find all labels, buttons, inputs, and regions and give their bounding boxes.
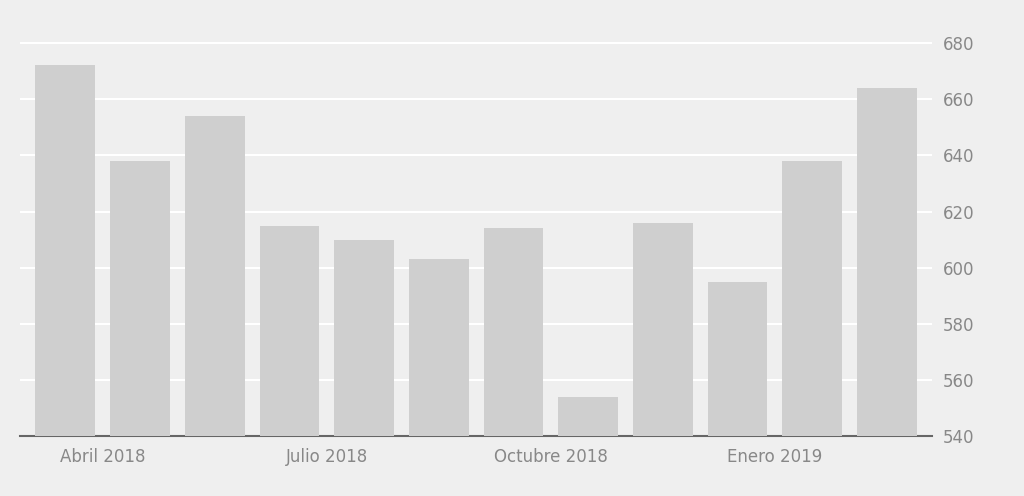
Bar	[483, 229, 544, 496]
Bar	[334, 240, 394, 496]
Bar	[633, 223, 693, 496]
Bar	[708, 282, 768, 496]
Bar	[857, 88, 916, 496]
Bar	[782, 161, 842, 496]
Bar	[111, 161, 170, 496]
Bar	[409, 259, 469, 496]
Bar	[558, 397, 618, 496]
Bar	[259, 226, 319, 496]
Bar	[184, 116, 245, 496]
Bar	[36, 65, 95, 496]
